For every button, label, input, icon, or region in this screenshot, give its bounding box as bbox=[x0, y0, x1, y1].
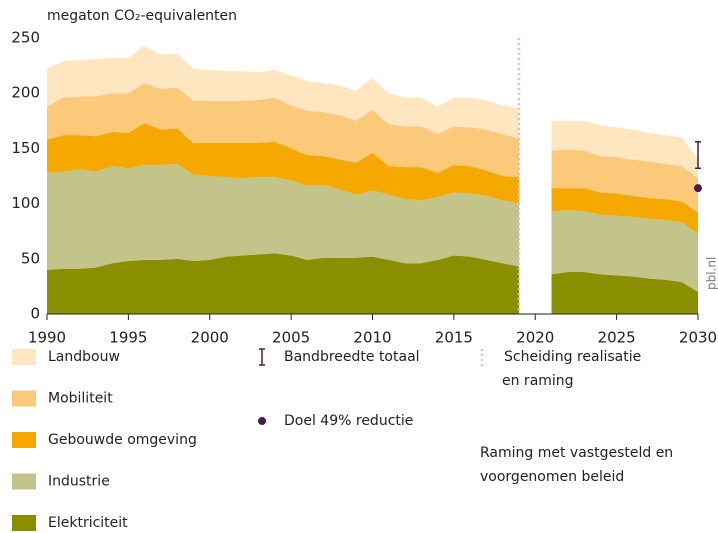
legend-swatch bbox=[12, 515, 36, 531]
source: pbl.nl bbox=[705, 257, 718, 290]
target-dot bbox=[694, 184, 702, 193]
x-tick-label: 2005 bbox=[272, 329, 310, 347]
area bbox=[47, 45, 698, 179]
x-tick-label: 2025 bbox=[598, 329, 636, 347]
note: voorgenomen beleid bbox=[480, 469, 624, 485]
x-tick-label: 2010 bbox=[353, 329, 391, 347]
y-tick-label: 50 bbox=[21, 249, 40, 267]
y-tick-label: 150 bbox=[11, 139, 40, 157]
legend-label: en raming bbox=[502, 373, 574, 389]
legend-swatch bbox=[12, 349, 36, 365]
x-tick-label: 2030 bbox=[679, 329, 717, 347]
x-tick-label: 1990 bbox=[28, 329, 66, 347]
x-tick-label: 2020 bbox=[516, 329, 554, 347]
y-tick-label: 250 bbox=[11, 29, 40, 47]
legend-label: Scheiding realisatie bbox=[504, 349, 641, 365]
area bbox=[47, 253, 698, 314]
x-tick-label: 2000 bbox=[191, 329, 229, 347]
note: Raming met vastgesteld en bbox=[480, 445, 673, 461]
legend-swatch bbox=[12, 390, 36, 407]
legend-label: Mobiliteit bbox=[48, 391, 113, 407]
legend-swatch bbox=[12, 432, 36, 448]
legend-label: Industrie bbox=[48, 474, 110, 490]
y-tick-label: 100 bbox=[11, 194, 40, 212]
legend-label: Elektriciteit bbox=[48, 515, 128, 531]
legend-label: Doel 49% reductie bbox=[284, 413, 413, 429]
legend-label: Gebouwde omgeving bbox=[48, 432, 197, 448]
area bbox=[47, 83, 698, 213]
y-axis-label: megaton CO₂-equivalenten bbox=[47, 8, 237, 24]
legend-target bbox=[258, 417, 266, 425]
x-tick-label: 1995 bbox=[109, 329, 147, 347]
area bbox=[47, 123, 698, 234]
x-tick-label: 2015 bbox=[435, 329, 473, 347]
area bbox=[47, 163, 698, 292]
legend-label: Landbouw bbox=[48, 349, 120, 365]
legend-label: Bandbreedte totaal bbox=[284, 349, 420, 365]
y-tick-label: 0 bbox=[30, 305, 40, 323]
legend-swatch bbox=[12, 473, 36, 490]
y-tick-label: 200 bbox=[11, 84, 40, 102]
